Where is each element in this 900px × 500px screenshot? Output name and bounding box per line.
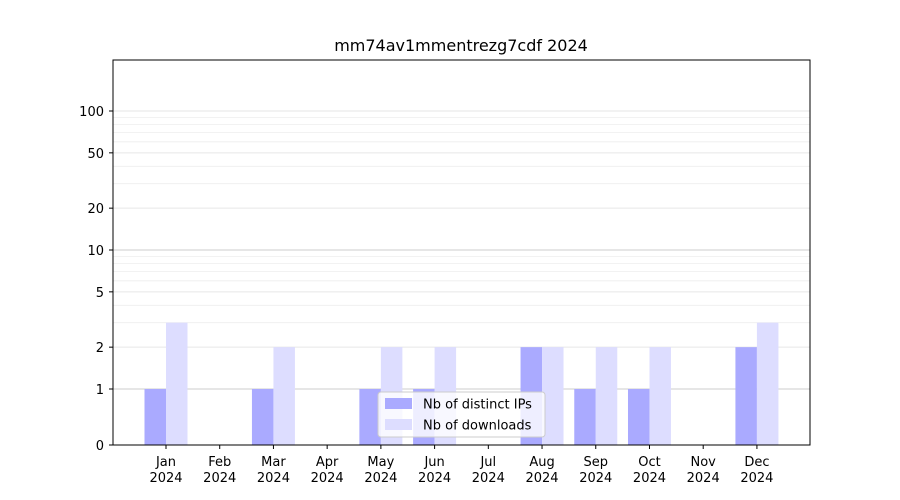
- x-tick-label-year: 2024: [472, 471, 505, 486]
- y-tick-label: 1: [96, 383, 104, 398]
- bar-distinct-ips-dec: [735, 347, 757, 445]
- x-tick-label-month: Feb: [208, 455, 231, 470]
- y-tick-label: 20: [87, 202, 104, 217]
- x-axis: Jan2024Feb2024Mar2024Apr2024May2024Jun20…: [149, 445, 773, 486]
- plot-frame: [112, 59, 811, 446]
- x-tick-label-month: Nov: [691, 455, 717, 470]
- x-tick-label-month: Jun: [423, 455, 444, 470]
- legend-label: Nb of downloads: [423, 419, 532, 434]
- x-tick-label-month: Jul: [479, 455, 496, 470]
- x-tick-label-year: 2024: [364, 471, 397, 486]
- y-tick-label: 5: [96, 286, 104, 301]
- bar-distinct-ips-jan: [144, 389, 166, 445]
- bar-distinct-ips-may: [359, 389, 381, 445]
- y-tick-label: 50: [87, 147, 104, 162]
- x-tick-label-year: 2024: [203, 471, 236, 486]
- x-tick-label-month: Apr: [316, 455, 339, 470]
- bar-distinct-ips-sep: [574, 389, 596, 445]
- x-tick-label-year: 2024: [149, 471, 182, 486]
- x-tick-label-year: 2024: [687, 471, 720, 486]
- x-tick-label-month: Aug: [529, 455, 554, 470]
- x-tick-label-year: 2024: [311, 471, 344, 486]
- x-tick-label-year: 2024: [525, 471, 558, 486]
- grid-lines: [113, 110, 810, 390]
- x-tick-label-year: 2024: [418, 471, 451, 486]
- legend-label: Nb of distinct IPs: [423, 398, 532, 413]
- y-axis: 0 1 2 5 10 20 50 100: [79, 105, 113, 454]
- y-tick-label: 10: [87, 244, 104, 259]
- x-tick-label-month: Sep: [584, 455, 609, 470]
- bar-downloads-jan: [166, 322, 188, 445]
- x-tick-label-month: Dec: [744, 455, 769, 470]
- x-tick-label-year: 2024: [579, 471, 612, 486]
- y-tick-label: 0: [96, 439, 104, 454]
- bar-distinct-ips-mar: [251, 389, 274, 445]
- bar-downloads-mar: [273, 347, 295, 445]
- legend-swatch: [385, 419, 412, 430]
- x-tick-label-year: 2024: [257, 471, 290, 486]
- x-tick-label-month: Jan: [155, 455, 176, 470]
- x-tick-label-month: Oct: [638, 455, 660, 470]
- y-tick-label: 2: [96, 341, 104, 356]
- legend: Nb of distinct IPs Nb of downloads: [377, 391, 546, 438]
- legend-swatch: [385, 398, 412, 409]
- bar-distinct-ips-oct: [627, 389, 650, 445]
- bar-downloads-sep: [595, 347, 618, 445]
- bar-downloads-dec: [756, 322, 779, 445]
- legend-box: [377, 391, 546, 438]
- chart-title: mm74av1mmentrezg7cdf 2024: [334, 36, 588, 55]
- bar-downloads-oct: [649, 347, 671, 445]
- x-tick-label-year: 2024: [633, 471, 666, 486]
- x-tick-label-year: 2024: [740, 471, 773, 486]
- x-tick-label-month: Mar: [261, 455, 286, 470]
- y-tick-label: 100: [79, 105, 104, 120]
- x-tick-label-month: May: [367, 455, 394, 470]
- bar-downloads-aug: [542, 347, 564, 445]
